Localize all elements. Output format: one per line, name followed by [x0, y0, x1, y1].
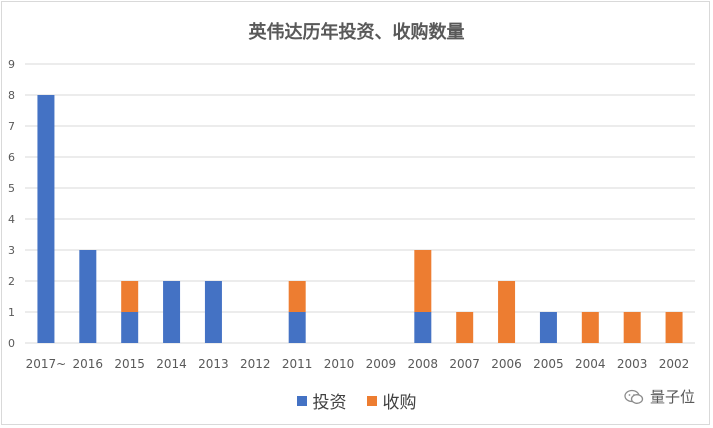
legend-item-acquire: 收购	[366, 388, 417, 413]
bar-acquire-2006	[498, 281, 516, 343]
legend: 投资 收购	[0, 388, 713, 413]
bar-invest-2013	[204, 281, 222, 343]
wechat-icon	[624, 389, 644, 404]
legend-swatch-acquire	[366, 395, 377, 406]
y-tick-label: 0	[8, 337, 15, 350]
watermark-text: 量子位	[649, 388, 695, 406]
y-tick-label: 9	[8, 58, 15, 71]
bar-acquire-2008	[414, 250, 432, 312]
y-tick-label: 7	[8, 120, 15, 133]
x-tick-label: 2006	[491, 357, 522, 371]
x-tick-labels: 2017~ 2016 2015 2014 2013 2012 2011 2010 2009 200…	[26, 357, 690, 371]
x-tick-label: 2012	[240, 357, 271, 371]
legend-label-acquire: 收购	[382, 393, 417, 413]
x-tick-label: 2009	[366, 357, 397, 371]
x-tick-label: 2013	[198, 357, 229, 371]
x-tick-label: 2007	[449, 357, 480, 371]
y-tick-label: 2	[8, 275, 15, 288]
bar-acquire-2011	[288, 281, 306, 312]
bar-invest-2011	[288, 312, 306, 343]
x-tick-label: 2002	[659, 357, 690, 371]
x-tick-label: 2011	[282, 357, 313, 371]
x-tick-label: 2005	[533, 357, 564, 371]
legend-item-invest: 投资	[296, 388, 347, 413]
bar-invest-2016	[79, 250, 97, 343]
x-tick-label: 2004	[575, 357, 606, 371]
x-tick-label: 2017~	[26, 357, 67, 371]
bar-invest-2017~	[37, 95, 55, 343]
chart-title: 英伟达历年投资、收购数量	[248, 22, 465, 43]
bars	[37, 95, 683, 343]
x-tick-label: 2014	[156, 357, 187, 371]
x-tick-label: 2016	[73, 357, 104, 371]
bar-acquire-2007	[456, 312, 474, 343]
y-tick-label: 1	[8, 306, 15, 319]
bar-acquire-2015	[121, 281, 139, 312]
bar-acquire-2004	[581, 312, 599, 343]
bar-acquire-2002	[665, 312, 683, 343]
bar-invest-2008	[414, 312, 432, 343]
x-tick-label: 2010	[324, 357, 355, 371]
y-tick-label: 4	[8, 213, 15, 226]
y-tick-label: 5	[8, 182, 15, 195]
legend-label-invest: 投资	[312, 393, 347, 413]
bar-invest-2005	[539, 312, 557, 343]
y-tick-label: 3	[8, 244, 15, 257]
bar-invest-2014	[163, 281, 181, 343]
x-tick-label: 2008	[408, 357, 439, 371]
y-tick-label: 8	[8, 89, 15, 102]
watermark: 量子位	[624, 386, 695, 407]
x-tick-label: 2003	[617, 357, 648, 371]
bar-acquire-2003	[623, 312, 641, 343]
x-tick-label: 2015	[114, 357, 145, 371]
bar-invest-2015	[121, 312, 139, 343]
legend-swatch-invest	[296, 395, 307, 406]
y-tick-labels: 0 1 2 3 4 5 6 7 8 9	[8, 58, 15, 350]
gridlines	[25, 63, 695, 344]
y-tick-label: 6	[8, 151, 15, 164]
